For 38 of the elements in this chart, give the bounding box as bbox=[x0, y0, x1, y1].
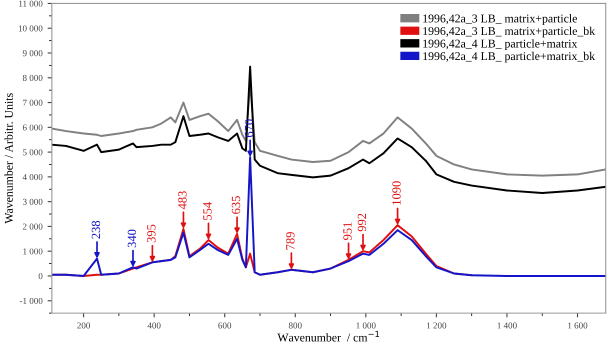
y-tick-label: 10 000 bbox=[18, 25, 42, 32]
x-tick-label: 1 000 bbox=[356, 322, 376, 329]
annotation: 395 bbox=[147, 224, 156, 242]
y-tick-label: -1 000 bbox=[20, 298, 42, 304]
x-tick-label: 400 bbox=[148, 322, 161, 329]
x-tick-label: 1 400 bbox=[498, 322, 517, 329]
y-tick-label: 8 000 bbox=[22, 74, 42, 81]
y-tick-label: 5 000 bbox=[23, 149, 42, 156]
annotation: 789 bbox=[286, 232, 295, 250]
annotation: 951 bbox=[343, 222, 352, 240]
annotation: 670 bbox=[244, 119, 254, 138]
annotation: 1090 bbox=[392, 181, 401, 205]
x-tick-label: 1 600 bbox=[568, 322, 588, 329]
legend-label: 1996,42a_3 LB_ matrix+particle_bk bbox=[423, 26, 596, 38]
x-tick-label: 600 bbox=[218, 322, 232, 329]
x-tick-label: 800 bbox=[288, 322, 302, 329]
y-tick-label: 3 000 bbox=[22, 198, 42, 205]
legend-label: 1996,42a_4 LB_ particle+matrix bbox=[423, 39, 578, 50]
annotation: 635 bbox=[232, 196, 240, 214]
y-tick-label: 4 000 bbox=[22, 174, 42, 180]
annotation: 554 bbox=[203, 202, 212, 220]
legend-label: 1996,42a_4 LB_ particle+matrix_bk bbox=[423, 52, 596, 63]
y-axis-title: Wavenumber / Arbitr. Units bbox=[4, 93, 13, 224]
y-tick-label: 6 000 bbox=[22, 124, 42, 131]
x-tick-label: 200 bbox=[77, 322, 90, 329]
y-tick-label: 2 000 bbox=[22, 224, 42, 230]
legend-label: 1996,42a_3 LB_ matrix+particle bbox=[423, 14, 577, 25]
annotation: 340 bbox=[128, 230, 136, 248]
x-axis-title: Wavenumber / cm$^{−1}$ bbox=[277, 330, 380, 342]
x-tick-label: 1 200 bbox=[427, 322, 446, 329]
y-tick-label: 0 bbox=[38, 273, 42, 280]
annotation: 238 bbox=[92, 220, 100, 239]
annotation: 992 bbox=[358, 214, 366, 232]
y-tick-label: 9 000 bbox=[22, 50, 42, 56]
annotation: 483 bbox=[178, 191, 187, 210]
y-tick-label: 7 000 bbox=[23, 100, 42, 106]
y-tick-label: 1 000 bbox=[23, 248, 42, 254]
y-tick-label: 11 000 bbox=[19, 0, 42, 7]
